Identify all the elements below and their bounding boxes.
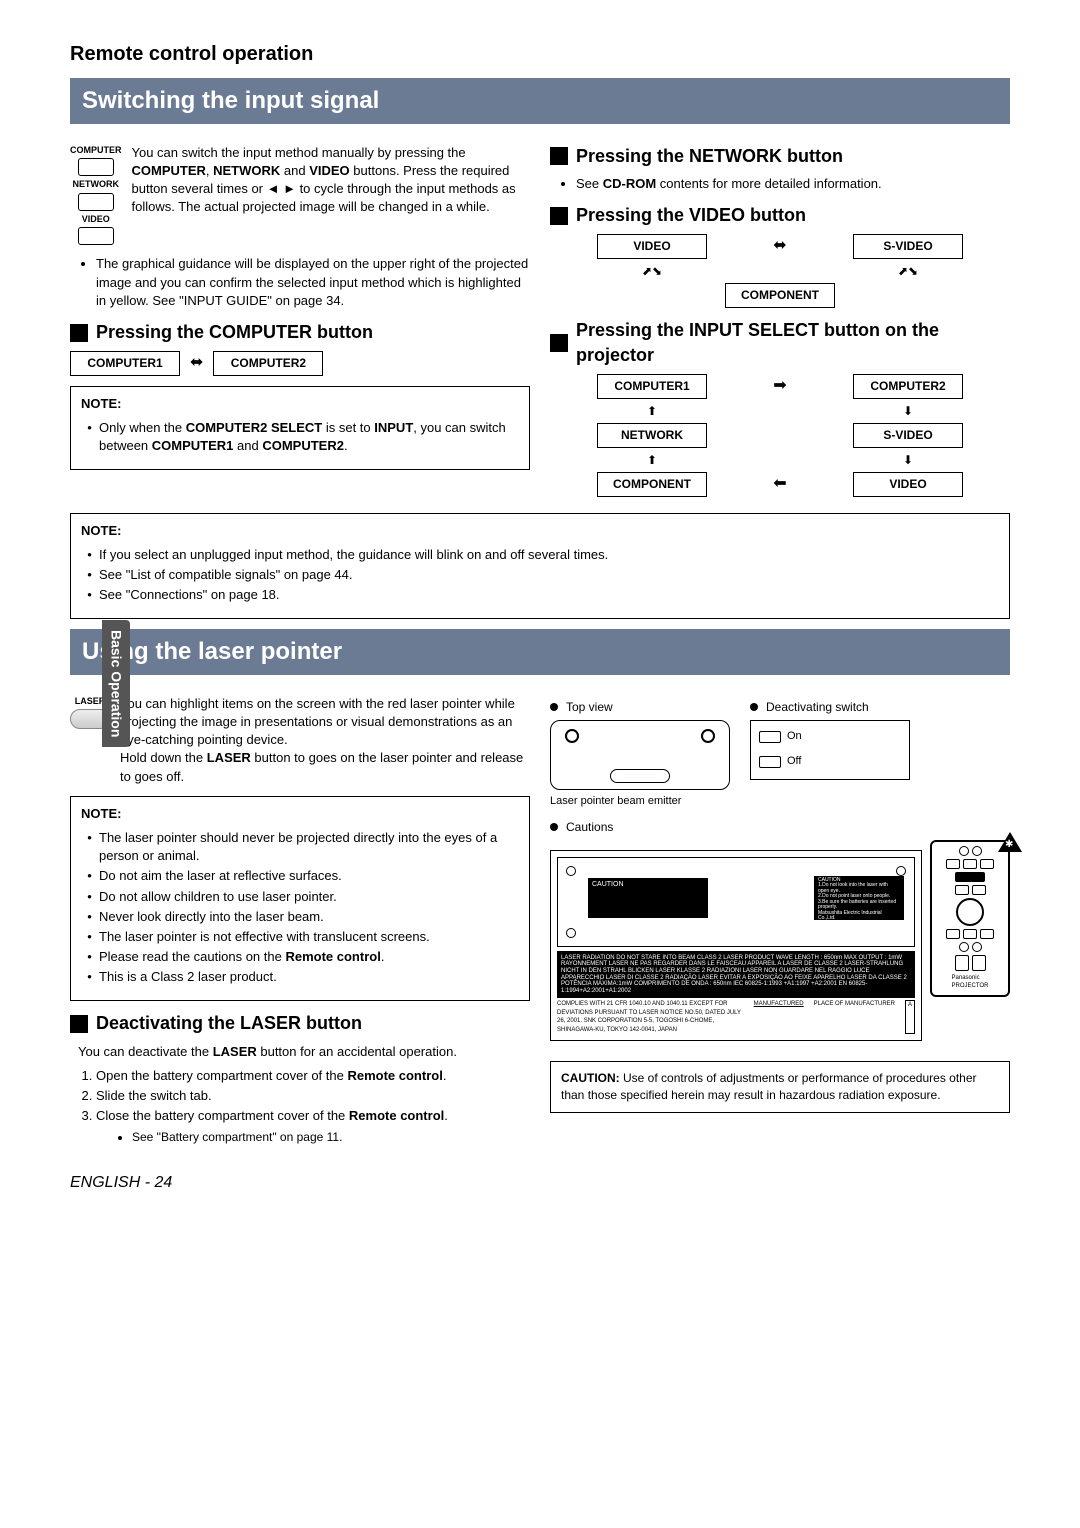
diag-arrow-icon: ⬈⬊: [642, 265, 662, 277]
sub-network: Pressing the NETWORK button: [550, 144, 1010, 169]
sub-computer: Pressing the COMPUTER button: [70, 320, 530, 345]
cdrom-bullet: See CD-ROM contents for more detailed in…: [576, 175, 1010, 193]
laser-warning-icon: ✱: [998, 832, 1022, 852]
sel-computer2: COMPUTER2: [213, 351, 323, 376]
intro-text: You can switch the input method manually…: [132, 144, 531, 246]
note-item: This is a Class 2 laser product.: [99, 968, 519, 986]
diag-arrow-icon: ⬈⬊: [898, 265, 918, 277]
sub-deactivate: Deactivating the LASER button: [70, 1011, 530, 1036]
laser-intro: You can highlight items on the screen wi…: [120, 695, 530, 750]
section-switching: Switching the input signal: [70, 78, 1010, 124]
sel-video-b: VIDEO: [853, 472, 963, 497]
network-button-icon: [78, 193, 114, 211]
note-item: The laser pointer should never be projec…: [99, 829, 519, 865]
guidance-bullet: The graphical guidance will be displayed…: [96, 255, 530, 310]
note-general: NOTE: If you select an unplugged input m…: [70, 513, 1010, 620]
sel-component-b: COMPONENT: [597, 472, 707, 497]
note-item: See "Connections" on page 18.: [99, 586, 999, 604]
computer-button-icon: [78, 158, 114, 176]
remote-button-icons: COMPUTER NETWORK VIDEO: [70, 144, 122, 246]
video-button-icon: [78, 227, 114, 245]
left-arrow-icon: ⬅: [773, 473, 786, 495]
sel-computer2-b: COMPUTER2: [853, 374, 963, 399]
note-item: See "List of compatible signals" on page…: [99, 566, 999, 584]
sel-svideo: S-VIDEO: [853, 234, 963, 259]
note-item: The laser pointer is not effective with …: [99, 928, 519, 946]
down-arrow-icon: ⬇: [903, 405, 913, 417]
label-video: VIDEO: [82, 213, 110, 226]
deact-intro: You can deactivate the LASER button for …: [78, 1043, 530, 1061]
note-computer2: NOTE: Only when the COMPUTER2 SELECT is …: [70, 386, 530, 471]
sub-input-select: Pressing the INPUT SELECT button on the …: [550, 318, 1010, 368]
page-footer: ENGLISH - 24: [70, 1172, 1010, 1194]
sub-bullet: See "Battery compartment" on page 11.: [132, 1129, 530, 1146]
note-item: Do not allow children to use laser point…: [99, 888, 519, 906]
page-header: Remote control operation: [70, 40, 1010, 68]
switch-diagram: On Off: [750, 720, 910, 780]
cautions-label: Cautions: [550, 819, 1010, 836]
caution-black-text: LASER RADIATION DO NOT STARE INTO BEAM C…: [557, 951, 915, 999]
sel-network: NETWORK: [597, 423, 707, 448]
top-view-diagram: [550, 720, 730, 790]
up-arrow-icon: ⬆: [647, 454, 657, 466]
deact-switch-label: Deactivating switch: [750, 699, 910, 716]
note-item: Please read the cautions on the Remote c…: [99, 948, 519, 966]
step-1: Open the battery compartment cover of th…: [96, 1067, 530, 1085]
down-arrow-icon: ⬇: [903, 454, 913, 466]
note-laser: NOTE: The laser pointer should never be …: [70, 796, 530, 1002]
sel-video: VIDEO: [597, 234, 707, 259]
bidir-arrow-icon: ⬌: [190, 352, 203, 374]
section-laser: Using the laser pointer: [70, 629, 1010, 675]
sub-video: Pressing the VIDEO button: [550, 203, 1010, 228]
caution-bottom: COMPLIES WITH 21 CFR 1040.10 AND 1040.11…: [557, 1000, 915, 1034]
label-computer: COMPUTER: [70, 144, 122, 157]
label-network: NETWORK: [73, 178, 120, 191]
top-view-label: Top view: [550, 699, 730, 716]
step-3: Close the battery compartment cover of t…: [96, 1107, 530, 1146]
right-arrow-icon: ➡: [773, 375, 786, 397]
caution-diagram: CAUTION CAUTION1.Do not look into the la…: [550, 850, 922, 1041]
bidir-arrow-icon: ⬌: [773, 235, 786, 257]
side-tab: Basic Operation: [102, 620, 130, 747]
sel-svideo-b: S-VIDEO: [853, 423, 963, 448]
remote-control-diagram: PanasonicPROJECTOR: [930, 840, 1010, 997]
sel-computer1-b: COMPUTER1: [597, 374, 707, 399]
up-arrow-icon: ⬆: [647, 405, 657, 417]
sel-computer1: COMPUTER1: [70, 351, 180, 376]
step-2: Slide the switch tab.: [96, 1087, 530, 1105]
note-item: If you select an unplugged input method,…: [99, 546, 999, 564]
note-item: Do not aim the laser at reflective surfa…: [99, 867, 519, 885]
emitter-label: Laser pointer beam emitter: [550, 794, 730, 809]
sel-component: COMPONENT: [725, 283, 835, 308]
note-item: Never look directly into the laser beam.: [99, 908, 519, 926]
laser-intro2: Hold down the LASER button to goes on th…: [120, 749, 530, 785]
caution-text: CAUTION: Use of controls of adjustments …: [550, 1061, 1010, 1113]
